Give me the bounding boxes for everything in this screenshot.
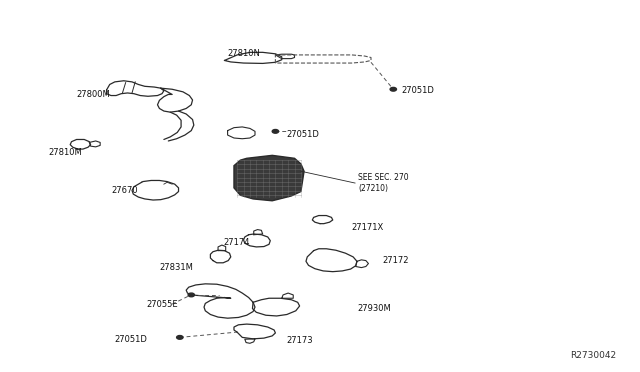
Text: 27800M: 27800M: [77, 90, 110, 99]
Text: R2730042: R2730042: [570, 350, 616, 359]
Circle shape: [177, 336, 183, 339]
Polygon shape: [234, 155, 304, 201]
Text: 27810N: 27810N: [228, 49, 260, 58]
Text: 27831M: 27831M: [159, 263, 193, 272]
Text: 27055E: 27055E: [147, 300, 179, 310]
Text: 27171X: 27171X: [352, 223, 384, 232]
Text: 27051D: 27051D: [287, 130, 320, 139]
Text: 27051D: 27051D: [115, 335, 148, 344]
Circle shape: [272, 129, 278, 133]
Text: SEE SEC. 270
(27210): SEE SEC. 270 (27210): [358, 173, 409, 193]
Text: 27930M: 27930M: [357, 304, 390, 313]
Text: 27810M: 27810M: [48, 148, 82, 157]
Text: 27173: 27173: [287, 336, 314, 345]
Text: 27670: 27670: [111, 186, 138, 195]
Text: 27172: 27172: [383, 256, 409, 265]
Text: 27174: 27174: [223, 238, 250, 247]
Circle shape: [188, 293, 195, 297]
Text: 27051D: 27051D: [401, 86, 435, 95]
Circle shape: [390, 87, 396, 91]
